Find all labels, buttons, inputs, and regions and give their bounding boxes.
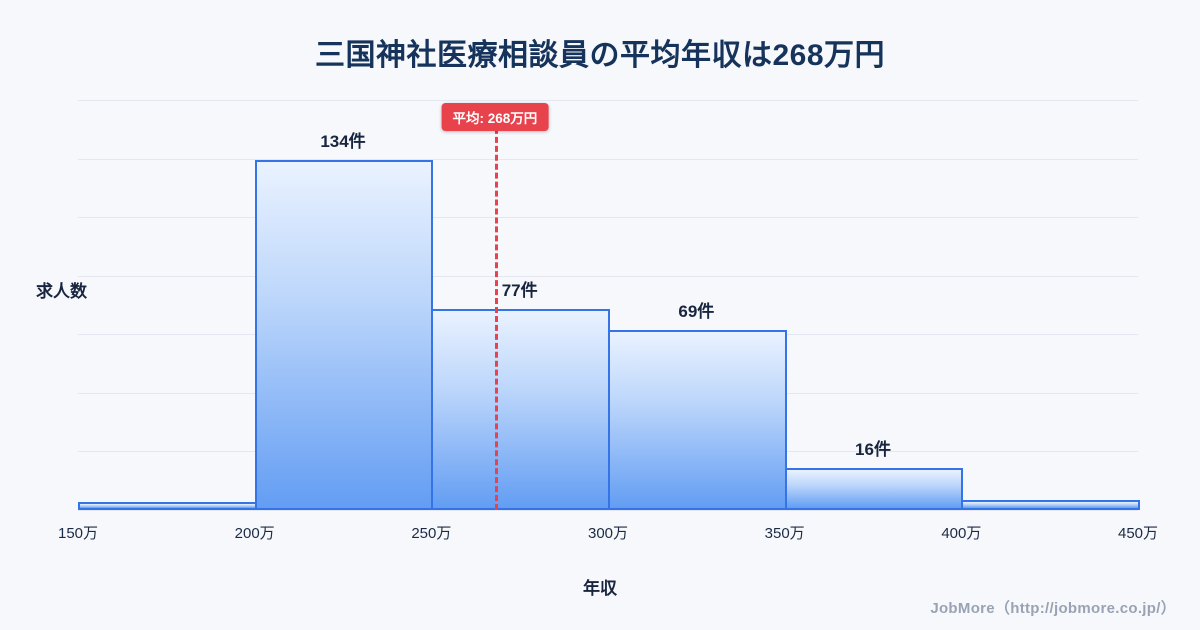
y-axis-label: 求人数 <box>36 282 87 301</box>
chart-title: 三国神社医療相談員の平均年収は268万円 <box>314 39 886 72</box>
footer-credit: JobMore（http://jobmore.co.jp/） <box>930 600 1176 617</box>
bar-150万-200万 <box>78 502 257 510</box>
x-tick-label: 250万 <box>411 525 452 542</box>
bar-value-label: 77件 <box>501 280 538 300</box>
x-tick-label: 300万 <box>587 525 629 542</box>
x-tick-label: 150万 <box>57 525 99 542</box>
x-tick-label: 400万 <box>941 525 982 542</box>
plot-area: 134件 77件 69件 16件 平均: 268万円 <box>78 100 1140 511</box>
x-tick-label: 200万 <box>234 525 275 542</box>
bars-layer: 134件 77件 69件 16件 <box>78 100 1140 510</box>
gridline <box>78 217 1138 219</box>
gridline <box>78 158 1138 160</box>
average-badge: 平均: 268万円 <box>441 103 549 131</box>
x-tick-label: 450万 <box>1117 525 1159 542</box>
gridline <box>78 510 1138 511</box>
bar-value-label: 134件 <box>320 132 366 152</box>
gridline <box>78 100 1138 101</box>
gridline <box>78 275 1138 277</box>
bar-value-label: 16件 <box>855 440 891 460</box>
bar-350万-400万 <box>784 468 964 510</box>
bar-200万-250万 <box>254 160 434 510</box>
bar-250万-300万 <box>431 308 610 510</box>
bar-value-label: 69件 <box>678 301 715 321</box>
average-line <box>494 110 498 510</box>
bar-300万-350万 <box>608 329 787 510</box>
x-axis-label: 年収 <box>583 579 617 598</box>
x-tick-label: 350万 <box>764 525 805 542</box>
bar-400万-450万 <box>961 499 1140 510</box>
